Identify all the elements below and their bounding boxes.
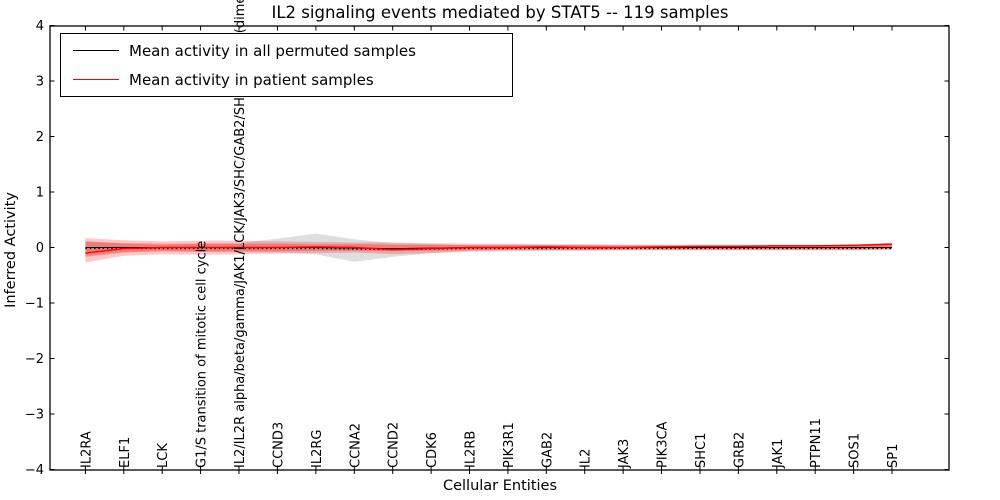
patient-mean-line bbox=[85, 243, 893, 254]
y-axis-label: Inferred Activity bbox=[3, 192, 19, 308]
x-tick-label: JAK1 bbox=[771, 439, 786, 469]
y-tick-label: −1 bbox=[25, 297, 44, 312]
y-tick-label: −3 bbox=[25, 408, 44, 423]
x-tick-label: GRB2 bbox=[732, 432, 747, 468]
x-tick-label: SP1 bbox=[886, 444, 901, 468]
x-tick-label: IL2RB bbox=[464, 431, 479, 468]
x-tick-label: IL2RG bbox=[310, 430, 325, 468]
x-tick-label: CDK6 bbox=[425, 432, 440, 468]
y-tick-label: 1 bbox=[36, 186, 44, 201]
x-tick-label: PIK3R1 bbox=[502, 422, 517, 468]
y-tick-label: −2 bbox=[25, 352, 44, 367]
x-tick-label: SHC1 bbox=[694, 433, 709, 468]
x-tick-label: CCNA2 bbox=[348, 423, 363, 468]
x-tick-label: PIK3CA bbox=[656, 421, 671, 468]
band-patient-std-outer bbox=[85, 238, 892, 263]
chart-title: IL2 signaling events mediated by STAT5 -… bbox=[271, 3, 729, 22]
y-tick-label: −4 bbox=[25, 463, 44, 478]
x-tick-label: CCND2 bbox=[387, 422, 402, 468]
x-tick-label: IL2 bbox=[579, 449, 594, 468]
legend-line-sample-black bbox=[73, 50, 119, 51]
x-tick-label: PTPN11 bbox=[809, 418, 824, 468]
legend-row-patient: Mean activity in patient samples bbox=[73, 71, 512, 89]
y-tick-label: 2 bbox=[36, 130, 44, 145]
x-tick-label: IL2RA bbox=[79, 431, 94, 468]
legend-row-permuted: Mean activity in all permuted samples bbox=[73, 42, 512, 60]
x-tick-label: LCK bbox=[156, 443, 171, 468]
legend-line-sample-red bbox=[73, 79, 119, 80]
y-tick-label: 0 bbox=[36, 241, 44, 256]
x-tick-label: ELF1 bbox=[118, 437, 133, 468]
y-tick-label: 3 bbox=[36, 75, 44, 90]
band-patient-std-inner bbox=[85, 241, 892, 257]
y-tick-label: 4 bbox=[36, 19, 44, 34]
x-tick-label: SOS1 bbox=[848, 433, 863, 468]
legend: Mean activity in all permuted samples Me… bbox=[60, 33, 513, 97]
x-tick-label: CCND3 bbox=[271, 422, 286, 468]
permuted-mean-dotted-line bbox=[85, 247, 892, 251]
axes-frame bbox=[49, 25, 950, 471]
legend-label-permuted: Mean activity in all permuted samples bbox=[129, 41, 416, 60]
x-tick-label: IL2/IL2R alpha/beta/gamma/JAK1/LCK/JAK3/… bbox=[233, 0, 248, 468]
x-tick-label: JAK3 bbox=[617, 439, 632, 469]
x-axis-label: Cellular Entities bbox=[442, 478, 558, 494]
x-tick-label: G1/S transition of mitotic cell cycle bbox=[195, 241, 210, 468]
legend-label-patient: Mean activity in patient samples bbox=[129, 70, 374, 89]
x-tick-label: GAB2 bbox=[540, 432, 555, 468]
